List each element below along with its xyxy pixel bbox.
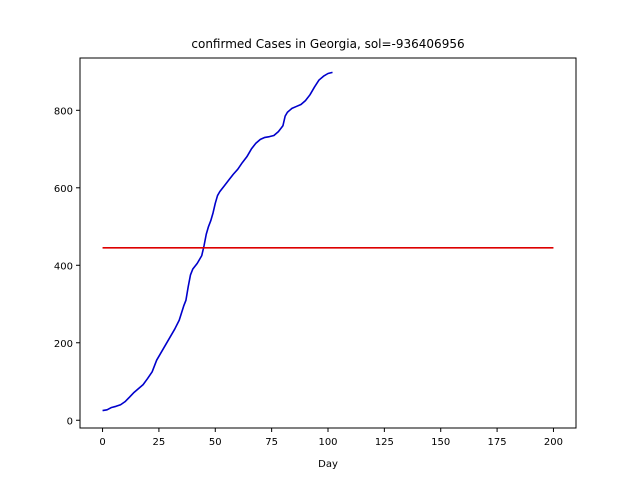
x-tick-label: 200 — [544, 437, 563, 448]
x-axis-label: Day — [318, 459, 338, 470]
x-tick-label: 150 — [431, 437, 450, 448]
chart-title: confirmed Cases in Georgia, sol=-9364069… — [191, 37, 464, 51]
x-tick-label: 75 — [265, 437, 278, 448]
y-tick-label: 200 — [54, 339, 73, 350]
y-tick-label: 800 — [54, 106, 73, 117]
x-tick-label: 175 — [488, 437, 507, 448]
series-line-cases — [102, 71, 333, 412]
y-tick-label: 400 — [54, 261, 73, 272]
series-layer — [102, 71, 554, 412]
y-axis: 0 200 400 600 800 — [54, 106, 80, 427]
x-tick-label: 125 — [375, 437, 394, 448]
x-axis: 0 25 50 75 100 125 150 175 200 — [99, 428, 563, 448]
x-tick-label: 25 — [153, 437, 166, 448]
x-tick-label: 100 — [318, 437, 337, 448]
x-tick-label: 50 — [209, 437, 222, 448]
x-tick-label: 0 — [99, 437, 105, 448]
y-tick-label: 600 — [54, 184, 73, 195]
y-tick-label: 0 — [67, 416, 73, 427]
